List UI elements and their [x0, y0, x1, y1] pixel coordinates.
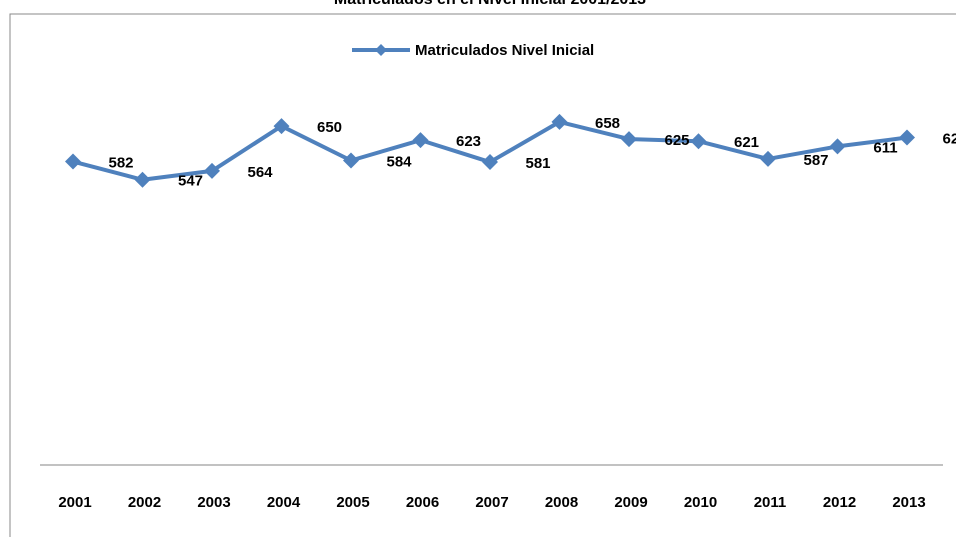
x-tick-label: 2005	[336, 494, 369, 511]
data-point	[412, 132, 429, 149]
x-tick-label: 2012	[823, 494, 856, 511]
chart-border	[9, 13, 956, 537]
data-point	[134, 171, 151, 188]
data-point	[760, 150, 776, 167]
data-label: 658	[595, 115, 620, 132]
x-tick-label: 2008	[545, 494, 578, 511]
data-point	[551, 113, 568, 130]
data-point	[482, 154, 498, 171]
data-point	[65, 153, 81, 170]
chart-title: Matriculados en el Nivel Inicial 2001/20…	[334, 0, 646, 8]
data-label: 584	[386, 153, 412, 170]
data-point	[273, 118, 290, 135]
data-point	[621, 131, 637, 148]
x-tick-label: 2003	[197, 494, 230, 511]
x-tick-label: 2004	[267, 494, 301, 511]
data-label: 564	[247, 164, 273, 181]
data-point	[829, 138, 846, 155]
data-label: 611	[873, 139, 897, 156]
data-label: 581	[525, 155, 550, 172]
data-label: 621	[734, 134, 759, 151]
data-label: 628	[942, 131, 956, 148]
x-tick-label: 2013	[892, 494, 925, 511]
data-point	[204, 162, 220, 179]
data-label: 625	[664, 132, 689, 149]
x-tick-label: 2011	[754, 494, 787, 511]
legend-marker	[375, 44, 387, 56]
data-point	[343, 152, 359, 169]
data-label: 623	[456, 133, 481, 150]
legend-label: Matriculados Nivel Inicial	[415, 42, 594, 59]
data-point	[690, 133, 707, 150]
data-label: 582	[108, 154, 133, 171]
x-tick-label: 2010	[684, 494, 717, 511]
x-tick-label: 2002	[128, 494, 161, 511]
data-label: 587	[803, 152, 828, 169]
x-tick-label: 2001	[58, 494, 91, 511]
x-tick-label: 2009	[614, 494, 647, 511]
data-label: 547	[178, 173, 203, 190]
x-tick-label: 2006	[406, 494, 439, 511]
data-label: 650	[317, 119, 342, 136]
x-tick-label: 2007	[475, 494, 508, 511]
data-point	[899, 129, 915, 146]
